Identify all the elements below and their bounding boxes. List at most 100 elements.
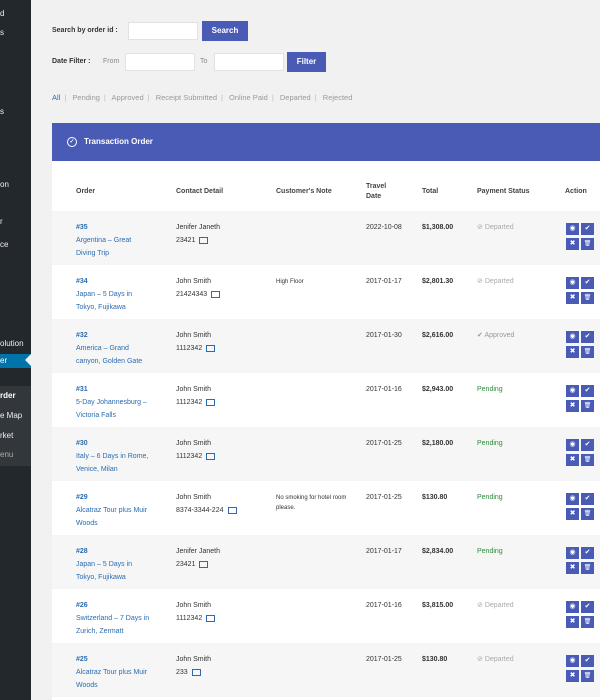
status-text: Pending xyxy=(477,548,503,555)
filter-approved[interactable]: Approved xyxy=(111,93,144,102)
tour-link[interactable]: Alcatraz Tour plus Muir Woods xyxy=(76,507,148,527)
tour-link[interactable]: Switzerland – 7 Days in Zurich, Zermatt xyxy=(76,615,150,635)
view-eye-icon[interactable]: ◉ xyxy=(566,493,579,505)
sidebar-subitem-current[interactable]: rder xyxy=(0,391,16,400)
search-button[interactable]: Search xyxy=(202,21,248,41)
order-cell: #31 5-Day Johannesburg – Victoria Falls xyxy=(76,383,151,422)
filter-receipt-submitted[interactable]: Receipt Submitted xyxy=(155,93,217,102)
sidebar-item[interactable]: s xyxy=(0,107,4,116)
customer-note: No smoking for hotel room please. xyxy=(276,495,347,511)
sidebar-collapse[interactable]: enu xyxy=(0,450,14,459)
travel-date: 2017-01-25 xyxy=(366,656,402,663)
sidebar-item[interactable]: on xyxy=(0,180,9,189)
from-date-input[interactable] xyxy=(125,53,195,71)
envelope-icon[interactable] xyxy=(206,344,216,352)
approve-check-icon[interactable]: ✔ xyxy=(581,385,594,397)
to-date-input[interactable] xyxy=(214,53,284,71)
view-eye-icon[interactable]: ◉ xyxy=(566,385,579,397)
delete-trash-icon[interactable]: 🗑 xyxy=(581,346,594,358)
search-input[interactable] xyxy=(128,22,198,40)
sidebar-item[interactable]: olution xyxy=(0,339,24,348)
view-eye-icon[interactable]: ◉ xyxy=(566,547,579,559)
view-eye-icon[interactable]: ◉ xyxy=(566,277,579,289)
status-icon: ⊘ xyxy=(477,602,483,609)
status-text: Pending xyxy=(477,494,503,501)
tour-link[interactable]: Italy – 6 Days in Rome, Venice, Milan xyxy=(76,453,149,473)
envelope-icon[interactable] xyxy=(206,398,216,406)
reject-x-icon[interactable]: ✖ xyxy=(566,346,579,358)
order-id-link[interactable]: #31 xyxy=(76,386,88,393)
delete-trash-icon[interactable]: 🗑 xyxy=(581,670,594,682)
active-pointer xyxy=(25,354,31,366)
envelope-icon[interactable] xyxy=(199,560,209,568)
delete-trash-icon[interactable]: 🗑 xyxy=(581,508,594,520)
col-note: Customer's Note xyxy=(276,188,332,195)
payment-status: Pending xyxy=(477,383,503,396)
table-row: #31 5-Day Johannesburg – Victoria Falls Jo… xyxy=(52,373,600,427)
contact-cell: John Smith 1112342 xyxy=(176,383,271,409)
table-row: #26 Switzerland – 7 Days in Zurich, Zerma… xyxy=(52,589,600,643)
view-eye-icon[interactable]: ◉ xyxy=(566,331,579,343)
order-id-link[interactable]: #29 xyxy=(76,494,88,501)
approve-check-icon[interactable]: ✔ xyxy=(581,439,594,451)
filter-rejected[interactable]: Rejected xyxy=(322,93,353,102)
order-id-link[interactable]: #28 xyxy=(76,548,88,555)
reject-x-icon[interactable]: ✖ xyxy=(566,400,579,412)
envelope-icon[interactable] xyxy=(206,614,216,622)
order-id-link[interactable]: #35 xyxy=(76,224,88,231)
reject-x-icon[interactable]: ✖ xyxy=(566,562,579,574)
sidebar-item[interactable]: r xyxy=(0,217,3,226)
envelope-icon[interactable] xyxy=(199,236,209,244)
tour-link[interactable]: America – Grand canyon, Golden Gate xyxy=(76,345,143,365)
order-id-link[interactable]: #26 xyxy=(76,602,88,609)
reject-x-icon[interactable]: ✖ xyxy=(566,454,579,466)
reject-x-icon[interactable]: ✖ xyxy=(566,508,579,520)
approve-check-icon[interactable]: ✔ xyxy=(581,601,594,613)
approve-check-icon[interactable]: ✔ xyxy=(581,655,594,667)
sidebar-subitem[interactable]: e Map xyxy=(0,411,23,420)
approve-check-icon[interactable]: ✔ xyxy=(581,223,594,235)
order-id-link[interactable]: #34 xyxy=(76,278,88,285)
view-eye-icon[interactable]: ◉ xyxy=(566,223,579,235)
tour-link[interactable]: Japan – 5 Days in Tokyo, Fujikawa xyxy=(76,561,133,581)
delete-trash-icon[interactable]: 🗑 xyxy=(581,238,594,250)
reject-x-icon[interactable]: ✖ xyxy=(566,292,579,304)
order-id-link[interactable]: #32 xyxy=(76,332,88,339)
envelope-icon[interactable] xyxy=(191,668,201,676)
delete-trash-icon[interactable]: 🗑 xyxy=(581,616,594,628)
tour-link[interactable]: Japan – 5 Days in Tokyo, Fujikawa xyxy=(76,291,133,311)
sidebar-item[interactable]: d xyxy=(0,9,5,18)
reject-x-icon[interactable]: ✖ xyxy=(566,670,579,682)
filter-pending[interactable]: Pending xyxy=(72,93,100,102)
table-row: #25 Alcatraz Tour plus Muir Woods John Smi… xyxy=(52,643,600,697)
reject-x-icon[interactable]: ✖ xyxy=(566,238,579,250)
envelope-icon[interactable] xyxy=(227,506,237,514)
delete-trash-icon[interactable]: 🗑 xyxy=(581,562,594,574)
view-eye-icon[interactable]: ◉ xyxy=(566,601,579,613)
delete-trash-icon[interactable]: 🗑 xyxy=(581,400,594,412)
view-eye-icon[interactable]: ◉ xyxy=(566,655,579,667)
reject-x-icon[interactable]: ✖ xyxy=(566,616,579,628)
envelope-icon[interactable] xyxy=(206,452,216,460)
sidebar-item[interactable]: ce xyxy=(0,240,9,249)
tour-link[interactable]: 5-Day Johannesburg – Victoria Falls xyxy=(76,399,147,419)
approve-check-icon[interactable]: ✔ xyxy=(581,547,594,559)
envelope-icon[interactable] xyxy=(211,290,221,298)
approve-check-icon[interactable]: ✔ xyxy=(581,331,594,343)
filter-button[interactable]: Filter xyxy=(287,52,326,72)
filter-online-paid[interactable]: Online Paid xyxy=(229,93,268,102)
approve-check-icon[interactable]: ✔ xyxy=(581,493,594,505)
filter-all[interactable]: All xyxy=(52,93,61,102)
sidebar-subitem[interactable]: rket xyxy=(0,431,14,440)
order-id-link[interactable]: #25 xyxy=(76,656,88,663)
tour-link[interactable]: Argentina – Great Diving Trip xyxy=(76,237,132,257)
approve-check-icon[interactable]: ✔ xyxy=(581,277,594,289)
view-eye-icon[interactable]: ◉ xyxy=(566,439,579,451)
sidebar-item[interactable]: s xyxy=(0,28,4,37)
order-id-link[interactable]: #30 xyxy=(76,440,88,447)
sidebar-item-active[interactable]: er xyxy=(0,354,31,368)
delete-trash-icon[interactable]: 🗑 xyxy=(581,454,594,466)
filter-departed[interactable]: Departed xyxy=(279,93,311,102)
tour-link[interactable]: Alcatraz Tour plus Muir Woods xyxy=(76,669,148,689)
delete-trash-icon[interactable]: 🗑 xyxy=(581,292,594,304)
